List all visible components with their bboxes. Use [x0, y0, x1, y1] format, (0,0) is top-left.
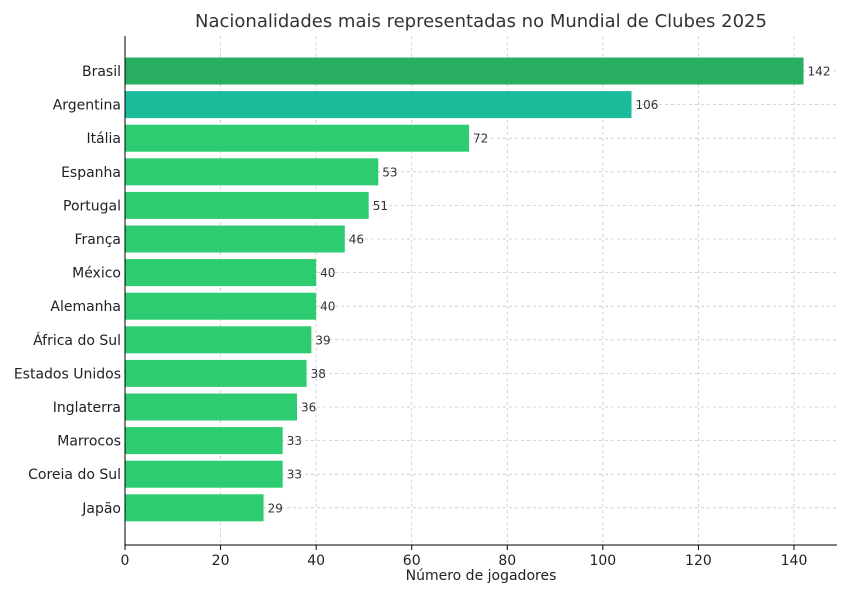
axes-layer — [124, 36, 837, 546]
bar — [125, 359, 307, 387]
category-label: Argentina — [53, 98, 121, 114]
category-label: Espanha — [61, 165, 121, 181]
value-label: 106 — [636, 98, 659, 112]
x-tick-label: 60 — [403, 553, 421, 569]
value-label: 36 — [301, 401, 316, 415]
bar — [125, 460, 283, 488]
category-label: Brasil — [82, 64, 121, 80]
x-tick-label: 100 — [589, 553, 616, 569]
value-label: 46 — [349, 233, 364, 247]
x-ticks-layer: 0 20 40 60 80 100 120 140 — [121, 545, 808, 569]
category-label: França — [74, 232, 121, 248]
value-label: 29 — [268, 501, 283, 515]
bar — [125, 393, 298, 421]
category-labels-layer: Brasil Argentina Itália Espanha Portugal Fran… — [14, 64, 121, 517]
x-tick-label: 20 — [212, 553, 230, 569]
category-label: Portugal — [63, 198, 121, 214]
chart-title: Nacionalidades mais representadas no Mun… — [195, 11, 767, 32]
category-label: Marrocos — [57, 434, 121, 450]
x-tick-label: 80 — [498, 553, 516, 569]
bar — [125, 124, 470, 152]
category-label: Estados Unidos — [14, 366, 121, 382]
bar — [125, 292, 317, 320]
value-label: 33 — [287, 434, 302, 448]
value-labels-layer: 142 106 72 53 51 46 40 40 39 38 36 33 33 29 — [268, 65, 831, 516]
x-axis-label: Número de jogadores — [406, 568, 557, 584]
category-label: Inglaterra — [53, 400, 121, 416]
bar — [125, 57, 804, 85]
bar — [125, 427, 283, 455]
bar — [125, 326, 312, 354]
bar — [125, 494, 264, 522]
x-tick-label: 0 — [121, 553, 130, 569]
x-tick-label: 40 — [307, 553, 325, 569]
value-label: 72 — [473, 132, 488, 146]
category-label: Alemanha — [50, 299, 121, 315]
value-label: 142 — [808, 65, 831, 79]
bar — [125, 91, 632, 119]
bars-layer — [125, 57, 804, 522]
category-label: México — [72, 266, 121, 282]
value-label: 40 — [320, 266, 335, 280]
bar — [125, 158, 379, 186]
category-label: Coreia do Sul — [28, 467, 121, 483]
value-label: 40 — [320, 300, 335, 314]
value-label: 39 — [315, 333, 330, 347]
category-label: África do Sul — [33, 332, 121, 349]
value-label: 51 — [373, 199, 388, 213]
category-label: Japão — [81, 501, 121, 517]
category-label: Itália — [86, 131, 121, 147]
bar — [125, 259, 317, 287]
x-tick-label: 120 — [685, 553, 712, 569]
value-label: 38 — [311, 367, 326, 381]
bar — [125, 191, 369, 219]
bar — [125, 225, 345, 253]
value-label: 33 — [287, 468, 302, 482]
value-label: 53 — [382, 165, 397, 179]
x-tick-label: 140 — [781, 553, 808, 569]
